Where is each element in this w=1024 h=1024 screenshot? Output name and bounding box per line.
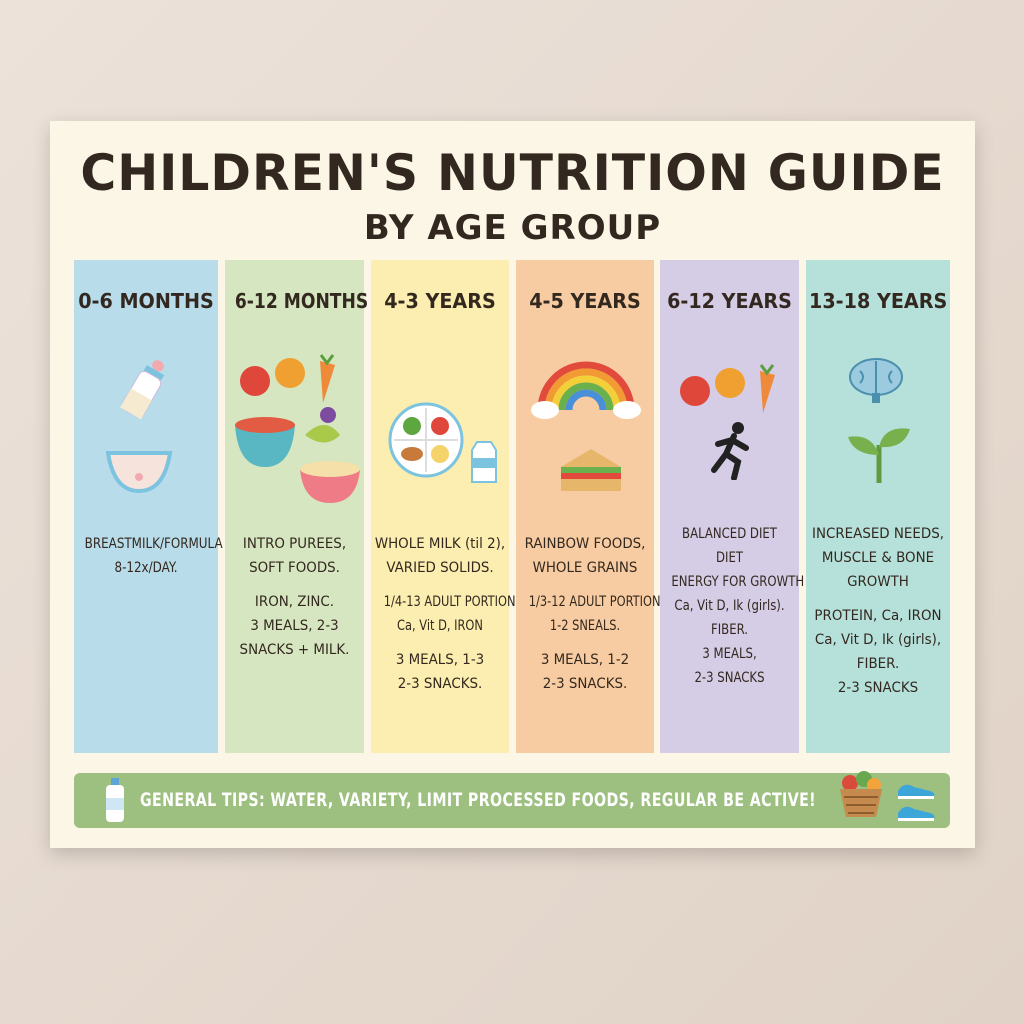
age-heading: 6-12 MONTHS: [234, 289, 369, 313]
poster-title: CHILDREN'S NUTRITION GUIDE: [80, 144, 945, 202]
age-column-13-18-years: 13-18 YEARS INCREASED NEEDS, MUSCLE & BON…: [806, 260, 950, 753]
age-heading: 0-6 MONTHS: [78, 289, 214, 313]
sprout-icon: [844, 415, 914, 489]
age-heading: 13-18 YEARS: [809, 289, 948, 313]
general-tips-banner: GENERAL TIPS: WATER, VARIETY, LIMIT PROC…: [74, 771, 950, 828]
nutrition-poster: CHILDREN'S NUTRITION GUIDE BY AGE GROUP …: [50, 121, 975, 848]
rainbow-icon: [531, 350, 641, 424]
sneakers-icon: [898, 784, 935, 821]
nutrition-text: RAINBOW FOODS, WHOLE GRAINS 1/3-12 ADULT …: [516, 532, 661, 706]
age-heading: 6-12 YEARS: [667, 289, 792, 313]
nutrition-paragraph: BREASTMILK/FORMULA 8-12x/DAY.: [84, 536, 223, 576]
nutrition-text: BREASTMILK/FORMULA 8-12x/DAY.: [74, 532, 223, 590]
nutrition-paragraph: PROTEIN, Ca, IRON Ca, Vit D, Ik (girls),…: [814, 608, 942, 696]
icon-group: [371, 345, 509, 515]
age-column-4-5-years: 4-5 YEARS RAINBOW FOODS, WHOLE GRAINS 1/3-…: [516, 260, 661, 753]
fruits-icon: [675, 355, 785, 419]
food-basket-icon: [840, 771, 882, 817]
general-tips-text: GENERAL TIPS: WATER, VARIETY, LIMIT PROC…: [140, 789, 817, 811]
nutrition-paragraph: INCREASED NEEDS, MUSCLE & BONE GROWTH: [812, 526, 944, 590]
nutrition-paragraph: 3 MEALS, 1-3 2-3 SNACKS.: [395, 652, 485, 692]
milk-carton-icon: [469, 440, 499, 488]
age-column-6-12-months: 6-12 MONTHS INTRO PUREES, SOFT FOODS. IRON…: [225, 260, 369, 753]
nutrition-text: INCREASED NEEDS, MUSCLE & BONE GROWTH PRO…: [806, 522, 950, 710]
icon-group: [806, 345, 950, 515]
baby-diaper-icon: [104, 445, 174, 499]
age-column-6-12-years: 6-12 YEARS BALANCED DIET DIET ENERGY FOR …: [660, 260, 805, 753]
nutrition-paragraph: IRON, ZINC. 3 MEALS, 2-3 SNACKS + MILK.: [239, 594, 350, 658]
icon-group: [516, 345, 654, 515]
nutrition-paragraph: WHOLE MILK (til 2), VARIED SOLIDS.: [374, 536, 506, 576]
age-column-4-3-years: 4-3 YEARS WHOLE MILK (til 2), VARIED SOLI…: [371, 260, 516, 753]
icon-group: [74, 345, 218, 515]
running-person-icon: [700, 420, 760, 484]
poster-subtitle: BY AGE GROUP: [363, 208, 662, 248]
nutrition-paragraph: 1/3-12 ADULT PORTION 1-2 SNEALS.: [528, 594, 661, 634]
brain-icon: [846, 355, 906, 409]
baby-bottle-icon: [114, 355, 174, 429]
age-column-0-6-months: 0-6 MONTHS BREASTMILK/FORMULA 8-12x/DAY.: [74, 260, 223, 753]
nutrition-text: INTRO PUREES, SOFT FOODS. IRON, ZINC. 3 M…: [225, 532, 364, 672]
food-plate-icon: [386, 400, 466, 484]
fruits-icon: [235, 345, 345, 409]
nutrition-paragraph: BALANCED DIET DIET ENERGY FOR GROWTH Ca,…: [671, 526, 805, 686]
icon-group: [660, 345, 799, 515]
nutrition-text: BALANCED DIET DIET ENERGY FOR GROWTH Ca,…: [660, 522, 805, 700]
nutrition-paragraph: 1/4-13 ADULT PORTION Ca, Vit D, IRON: [383, 594, 516, 634]
soup-bowl-icon: [295, 455, 365, 509]
age-heading: 4-5 YEARS: [529, 289, 641, 313]
nutrition-paragraph: 3 MEALS, 1-2 2-3 SNACKS.: [540, 652, 630, 692]
nutrition-text: WHOLE MILK (til 2), VARIED SOLIDS. 1/4-13…: [371, 532, 516, 706]
puree-bowl-icon: [230, 405, 350, 479]
water-bottle-icon: [106, 778, 124, 822]
sandwich-icon: [556, 445, 626, 499]
nutrition-paragraph: INTRO PUREES, SOFT FOODS.: [242, 536, 347, 576]
age-heading: 4-3 YEARS: [384, 289, 496, 313]
icon-group: [225, 345, 364, 515]
nutrition-paragraph: RAINBOW FOODS, WHOLE GRAINS: [524, 536, 646, 576]
